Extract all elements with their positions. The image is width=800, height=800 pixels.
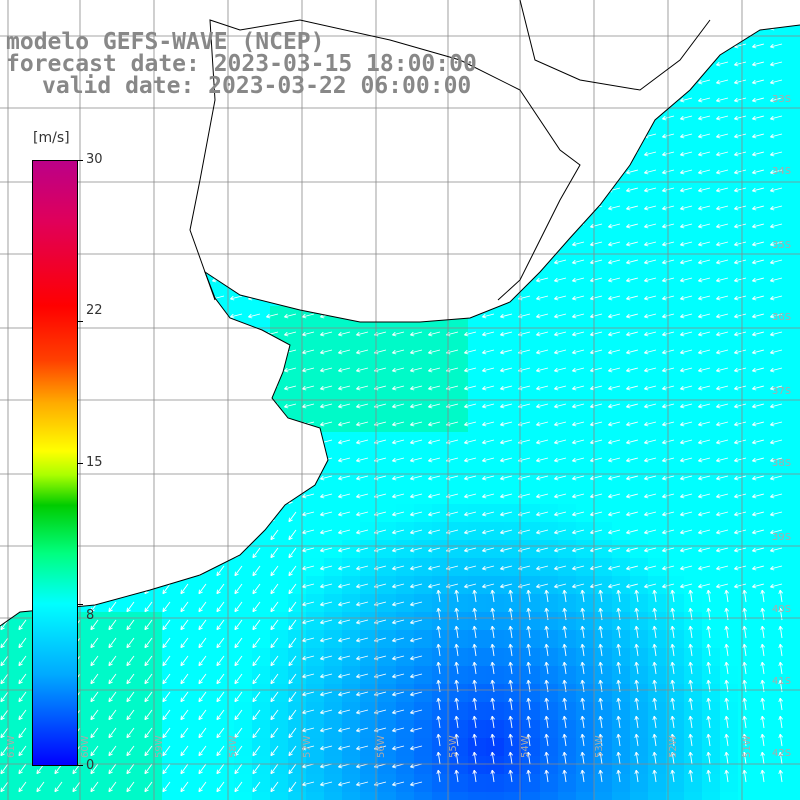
colorbar — [32, 160, 78, 766]
longitude-label: 53W — [594, 735, 605, 758]
colorbar-units: [m/s] — [33, 130, 70, 146]
colorbar-tick-label: 22 — [86, 303, 103, 318]
latitude-label: 39S — [772, 532, 791, 543]
latitude-label: 34S — [772, 166, 791, 177]
longitude-label: 56W — [376, 735, 387, 758]
colorbar-tick-mark — [78, 765, 83, 766]
latitude-label: 38S — [772, 458, 791, 469]
longitude-label: 51W — [742, 735, 753, 758]
latitude-label: 40S — [772, 604, 791, 615]
latitude-label: 41S — [772, 676, 791, 687]
longitude-label: 61W — [6, 735, 17, 758]
latitude-label: 33S — [772, 94, 791, 105]
longitude-label: 54W — [520, 735, 531, 758]
coastline — [0, 24, 800, 627]
longitude-label: 52W — [668, 735, 679, 758]
longitude-label: 55W — [448, 735, 459, 758]
latitude-label: 36S — [772, 312, 791, 323]
colorbar-tick-mark — [78, 604, 83, 605]
longitude-label: 57W — [302, 735, 313, 758]
longitude-label: 59W — [154, 735, 165, 758]
latitude-label: 42S — [772, 748, 791, 759]
colorbar-tick-label: 15 — [86, 455, 103, 470]
colorbar-tick-mark — [78, 321, 83, 322]
longitude-label: 58W — [228, 735, 239, 758]
forecast-date: forecast date: 2023-03-15 18:00:00 — [6, 51, 477, 77]
longitude-label: 60W — [80, 735, 91, 758]
colorbar-tick-label: 0 — [86, 758, 95, 773]
country-border — [519, 0, 711, 91]
colorbar-tick-label: 30 — [86, 152, 103, 167]
country-border — [189, 19, 581, 301]
model-title: modelo GEFS-WAVE (NCEP) — [6, 29, 325, 55]
colorbar-tick-mark — [78, 463, 83, 464]
latitude-label: 35S — [772, 240, 791, 251]
valid-date: valid date: 2023-03-22 06:00:00 — [42, 73, 472, 99]
latitude-label: 37S — [772, 386, 791, 397]
colorbar-tick-mark — [78, 160, 83, 161]
colorbar-tick-label: 8 — [86, 608, 95, 623]
